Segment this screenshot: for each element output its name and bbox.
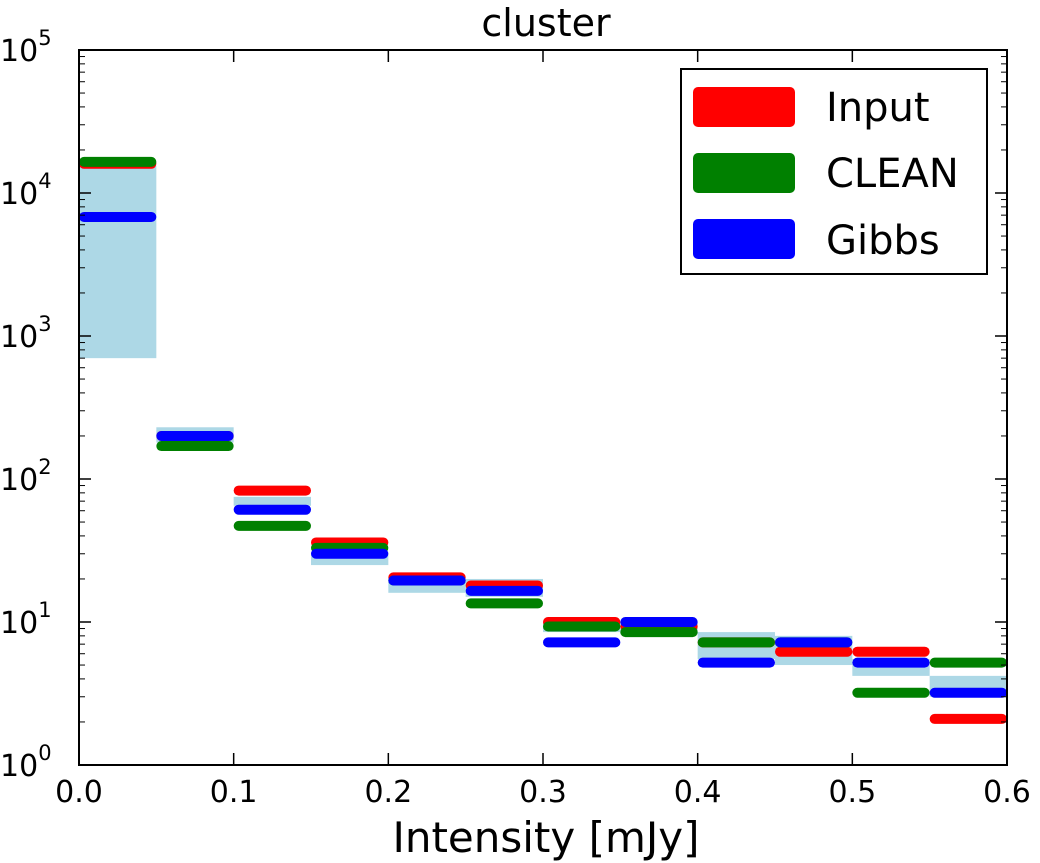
x-tick-label-6: 0.6: [983, 775, 1031, 810]
x-tick-label-0: 0.0: [55, 775, 103, 810]
legend-swatch-clean: [693, 153, 795, 193]
legend: Input CLEAN Gibbs: [680, 68, 988, 275]
x-tick-label-1: 0.1: [210, 775, 258, 810]
band-bin-3: [311, 553, 389, 566]
y-tick-label-1: 101: [0, 598, 52, 641]
legend-label-input: Input: [826, 85, 930, 131]
y-tick-label-3: 103: [0, 312, 52, 355]
x-axis-label: Intensity [mJy]: [392, 813, 699, 862]
x-tick-label-2: 0.2: [364, 775, 412, 810]
x-tick-labels: 0.0 0.1 0.2 0.3 0.4 0.5 0.6: [55, 775, 1031, 810]
x-tick-label-5: 0.5: [828, 775, 876, 810]
legend-label-gibbs: Gibbs: [826, 218, 940, 264]
series-layer: [79, 156, 1007, 724]
series-gibbs: [79, 211, 1007, 698]
axis-ticks: [78, 49, 1008, 766]
plot-area: [79, 156, 1007, 724]
legend-label-clean: CLEAN: [826, 151, 959, 197]
legend-swatch-input: [693, 87, 795, 127]
band-bin-2: [233, 496, 311, 506]
x-tick-label-3: 0.3: [519, 775, 567, 810]
legend-swatch-gibbs: [693, 219, 795, 259]
y-tick-label-5: 105: [0, 26, 52, 69]
y-tick-labels: 100 101 102 103 104 105: [0, 26, 52, 784]
y-tick-label-0: 100: [0, 741, 52, 784]
y-tick-label-2: 102: [0, 455, 52, 498]
y-tick-label-4: 104: [0, 169, 52, 212]
band-bin-0: [79, 165, 157, 359]
chart-title: cluster: [481, 1, 611, 45]
x-tick-label-4: 0.4: [674, 775, 722, 810]
